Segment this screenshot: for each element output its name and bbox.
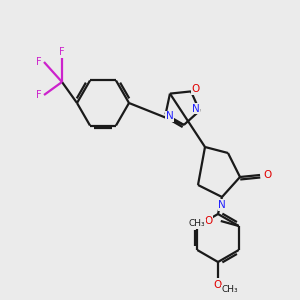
Text: F: F	[36, 90, 42, 100]
Text: CH₃: CH₃	[222, 286, 238, 295]
Text: O: O	[214, 280, 222, 290]
Text: O: O	[192, 84, 200, 94]
Text: CH₃: CH₃	[188, 220, 205, 229]
Text: F: F	[36, 57, 42, 67]
Text: N: N	[218, 200, 226, 210]
Text: F: F	[59, 47, 65, 57]
Text: N: N	[166, 111, 173, 121]
Text: O: O	[263, 170, 271, 180]
Text: N: N	[192, 104, 200, 114]
Text: O: O	[205, 216, 213, 226]
